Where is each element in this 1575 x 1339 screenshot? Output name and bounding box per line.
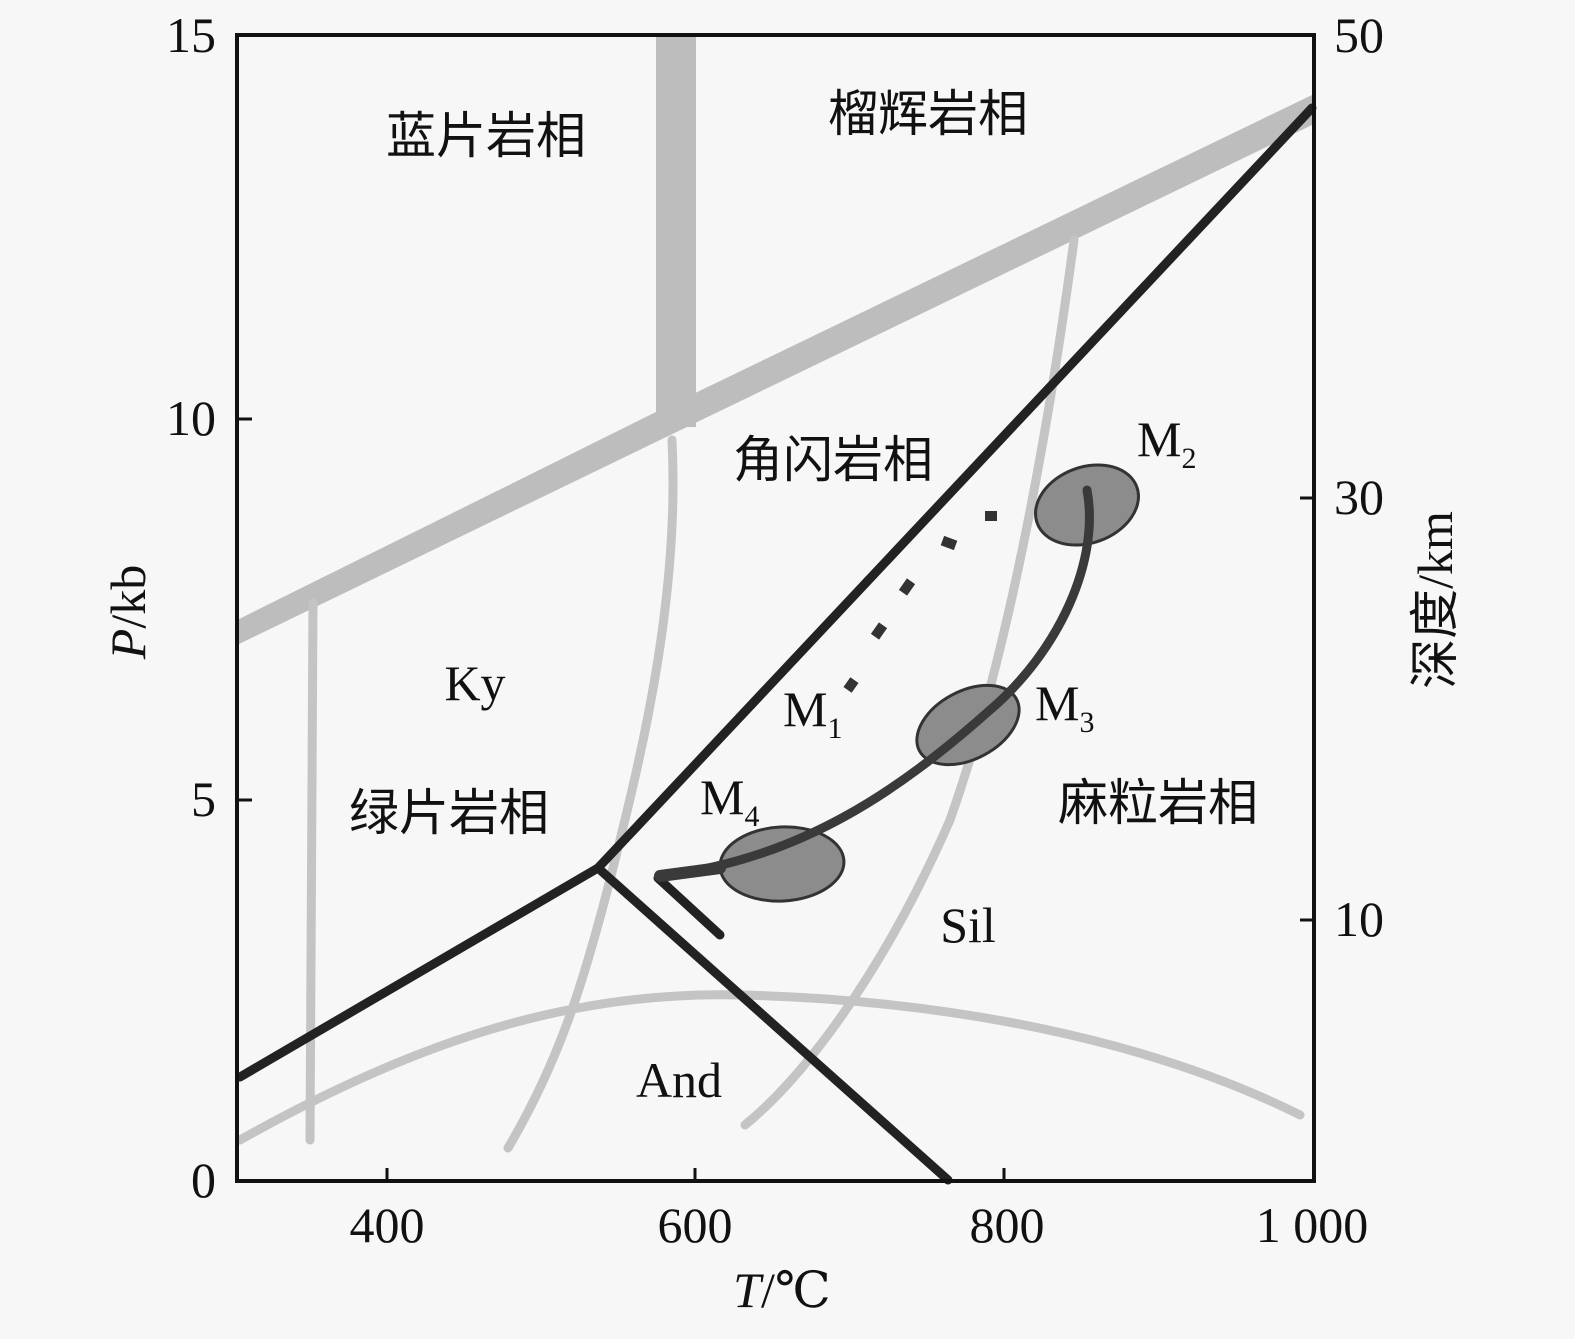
m4-label: M4 bbox=[700, 769, 759, 833]
path-arrow-tail bbox=[653, 873, 725, 940]
greenschist-left-boundary bbox=[305, 598, 318, 1145]
y-tick-0: 0 bbox=[191, 1152, 216, 1208]
pt-path-curve bbox=[655, 485, 1094, 881]
low-pressure-branch bbox=[593, 863, 953, 1185]
y-tick-15: 15 bbox=[166, 7, 216, 63]
facies-labels: 蓝片岩相 榴辉岩相 角闪岩相 绿片岩相 麻粒岩相 bbox=[349, 85, 1258, 842]
mineral-labels: Ky Sil And bbox=[444, 655, 995, 1108]
y2-tick-30: 30 bbox=[1334, 469, 1384, 525]
x-tick-600: 600 bbox=[658, 1197, 733, 1253]
thick-grey-facies-bands bbox=[237, 37, 1312, 645]
x-tick-800: 800 bbox=[970, 1197, 1045, 1253]
black-boundaries bbox=[235, 103, 1317, 1185]
granulite-facies-label: 麻粒岩相 bbox=[1058, 774, 1258, 832]
greenschist-facies-label: 绿片岩相 bbox=[349, 784, 549, 842]
blueschist-eclogite-band bbox=[237, 95, 1312, 645]
y-tick-10: 10 bbox=[166, 390, 216, 446]
axis-ticks bbox=[237, 417, 1314, 1181]
axes-frame bbox=[235, 33, 1316, 1183]
eclogite-facies-label: 榴辉岩相 bbox=[828, 85, 1028, 143]
y2-tick-10: 10 bbox=[1334, 891, 1384, 947]
blueschist-facies-label: 蓝片岩相 bbox=[386, 107, 586, 165]
y2-tick-50: 50 bbox=[1334, 7, 1384, 63]
andalusite-label: And bbox=[636, 1052, 722, 1108]
stage-labels: M1 M2 M3 M4 bbox=[700, 411, 1196, 833]
m1-label: M1 bbox=[783, 681, 842, 745]
m1-dotted-path bbox=[843, 511, 997, 693]
m2-label: M2 bbox=[1137, 411, 1196, 475]
amphibolite-boundary-line bbox=[235, 103, 1317, 1082]
y-axis-title: P/kb bbox=[100, 565, 156, 660]
pt-path-arrowhead bbox=[654, 862, 726, 882]
y-tick-5: 5 bbox=[191, 771, 216, 827]
y2-tick-labels: 10 30 50 bbox=[1334, 7, 1384, 947]
x-tick-400: 400 bbox=[350, 1197, 425, 1253]
x-axis-title: T/℃ bbox=[733, 1262, 831, 1318]
m3-label: M3 bbox=[1035, 675, 1094, 739]
y-tick-labels: 0 5 10 15 bbox=[166, 7, 216, 1208]
amphibolite-facies-label: 角闪岩相 bbox=[733, 431, 933, 489]
sillimanite-label: Sil bbox=[940, 897, 996, 953]
vertical-grey-band bbox=[656, 37, 696, 427]
y2-axis-title: 深度/km bbox=[1407, 511, 1463, 689]
x-tick-1000: 1 000 bbox=[1256, 1197, 1369, 1253]
kyanite-label: Ky bbox=[444, 655, 505, 711]
x-tick-labels: 400 600 800 1 000 bbox=[350, 1197, 1369, 1253]
pt-path bbox=[654, 485, 1094, 882]
